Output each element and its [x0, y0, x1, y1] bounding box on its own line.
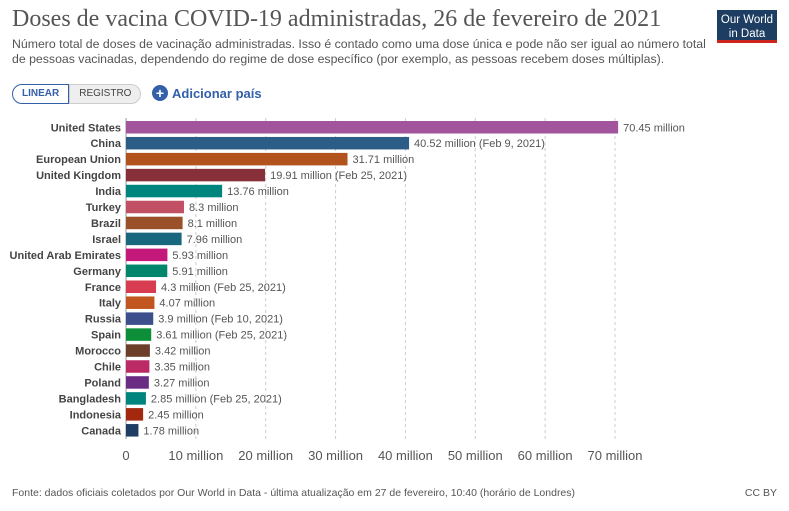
data-label: 19.91 million (Feb 25, 2021) — [270, 170, 407, 182]
bar — [126, 152, 348, 166]
bar — [126, 280, 157, 293]
data-label: 8.1 million — [188, 218, 238, 230]
bar — [126, 312, 154, 325]
category-label: United Kingdom — [36, 170, 121, 182]
bar — [126, 360, 150, 373]
data-label: 31.71 million — [353, 154, 415, 166]
bar — [126, 408, 144, 421]
bar — [126, 344, 150, 357]
bar — [126, 121, 619, 134]
data-label: 5.91 million — [172, 266, 228, 278]
x-tick-label: 70 million — [588, 448, 643, 463]
logo-line-1: Our World — [720, 14, 774, 26]
category-label: India — [95, 186, 122, 198]
bar — [126, 216, 183, 230]
data-label: 2.45 million — [148, 409, 204, 421]
page-subtitle: Número total de doses de vacinação admin… — [12, 37, 706, 66]
category-label: Turkey — [86, 202, 122, 214]
bar — [126, 328, 152, 341]
category-label: United States — [51, 122, 121, 134]
x-tick-label: 50 million — [448, 448, 503, 463]
x-tick-label: 30 million — [308, 448, 363, 463]
data-label: 4.3 million (Feb 25, 2021) — [161, 282, 286, 294]
category-label: Spain — [91, 330, 121, 342]
bar — [126, 136, 410, 150]
x-tick-label: 40 million — [378, 448, 433, 463]
log-scale-button[interactable]: REGISTRO — [69, 84, 142, 104]
category-label: European Union — [36, 154, 121, 166]
data-label: 40.52 million (Feb 9, 2021) — [414, 138, 545, 150]
category-label: Italy — [99, 298, 122, 310]
data-label: 3.42 million — [155, 346, 211, 358]
add-country-label: Adicionar país — [172, 85, 262, 101]
bar — [126, 168, 266, 182]
category-label: France — [85, 282, 121, 294]
page-title: Doses de vacina COVID-19 administradas, … — [12, 6, 662, 32]
category-label: Germany — [73, 266, 122, 278]
data-label: 3.61 million (Feb 25, 2021) — [156, 330, 287, 342]
logo-line-2: in Data — [728, 28, 766, 40]
bar — [126, 200, 184, 214]
data-label: 3.9 million (Feb 10, 2021) — [158, 314, 283, 326]
data-label: 2.85 million (Feb 25, 2021) — [151, 393, 282, 405]
data-label: 5.93 million — [172, 250, 228, 262]
category-label: United Arab Emirates — [10, 250, 121, 262]
x-tick-label: 60 million — [518, 448, 573, 463]
bar — [126, 376, 149, 389]
category-label: Morocco — [75, 346, 121, 358]
data-label: 8.3 million — [189, 202, 239, 214]
data-label: 13.76 million — [227, 186, 289, 198]
category-label: Israel — [92, 234, 121, 246]
category-label: Canada — [81, 425, 122, 437]
bar — [126, 232, 182, 246]
data-label: 7.96 million — [187, 234, 243, 246]
logo-accent-bar — [717, 40, 777, 43]
bar — [126, 424, 139, 437]
bar — [126, 264, 168, 278]
category-label: Poland — [84, 377, 121, 389]
license-label[interactable]: CC BY — [744, 487, 777, 499]
add-country-button[interactable]: + Adicionar país — [152, 85, 262, 101]
source-note: Fonte: dados oficiais coletados por Our … — [12, 487, 576, 499]
data-label: 3.35 million — [154, 362, 210, 374]
category-label: Brazil — [91, 218, 121, 230]
owid-logo[interactable]: Our World in Data — [717, 10, 777, 43]
bar — [126, 392, 146, 405]
linear-scale-button[interactable]: LINEAR — [12, 84, 70, 104]
bar — [126, 184, 223, 198]
x-tick-label: 0 — [122, 448, 129, 463]
bar — [126, 296, 155, 309]
category-label: Indonesia — [70, 409, 122, 421]
x-tick-label: 20 million — [238, 448, 293, 463]
data-label: 1.78 million — [143, 425, 199, 437]
bar — [126, 248, 168, 262]
data-label: 3.27 million — [154, 377, 210, 389]
category-label: Chile — [94, 362, 121, 374]
plus-icon: + — [152, 85, 168, 101]
category-label: Russia — [85, 314, 122, 326]
x-tick-label: 10 million — [168, 448, 223, 463]
data-label: 4.07 million — [159, 298, 215, 310]
category-label: Bangladesh — [59, 393, 122, 405]
data-label: 70.45 million — [623, 122, 685, 134]
scale-toggle: LINEAR REGISTRO — [12, 84, 142, 104]
category-label: China — [90, 138, 121, 150]
